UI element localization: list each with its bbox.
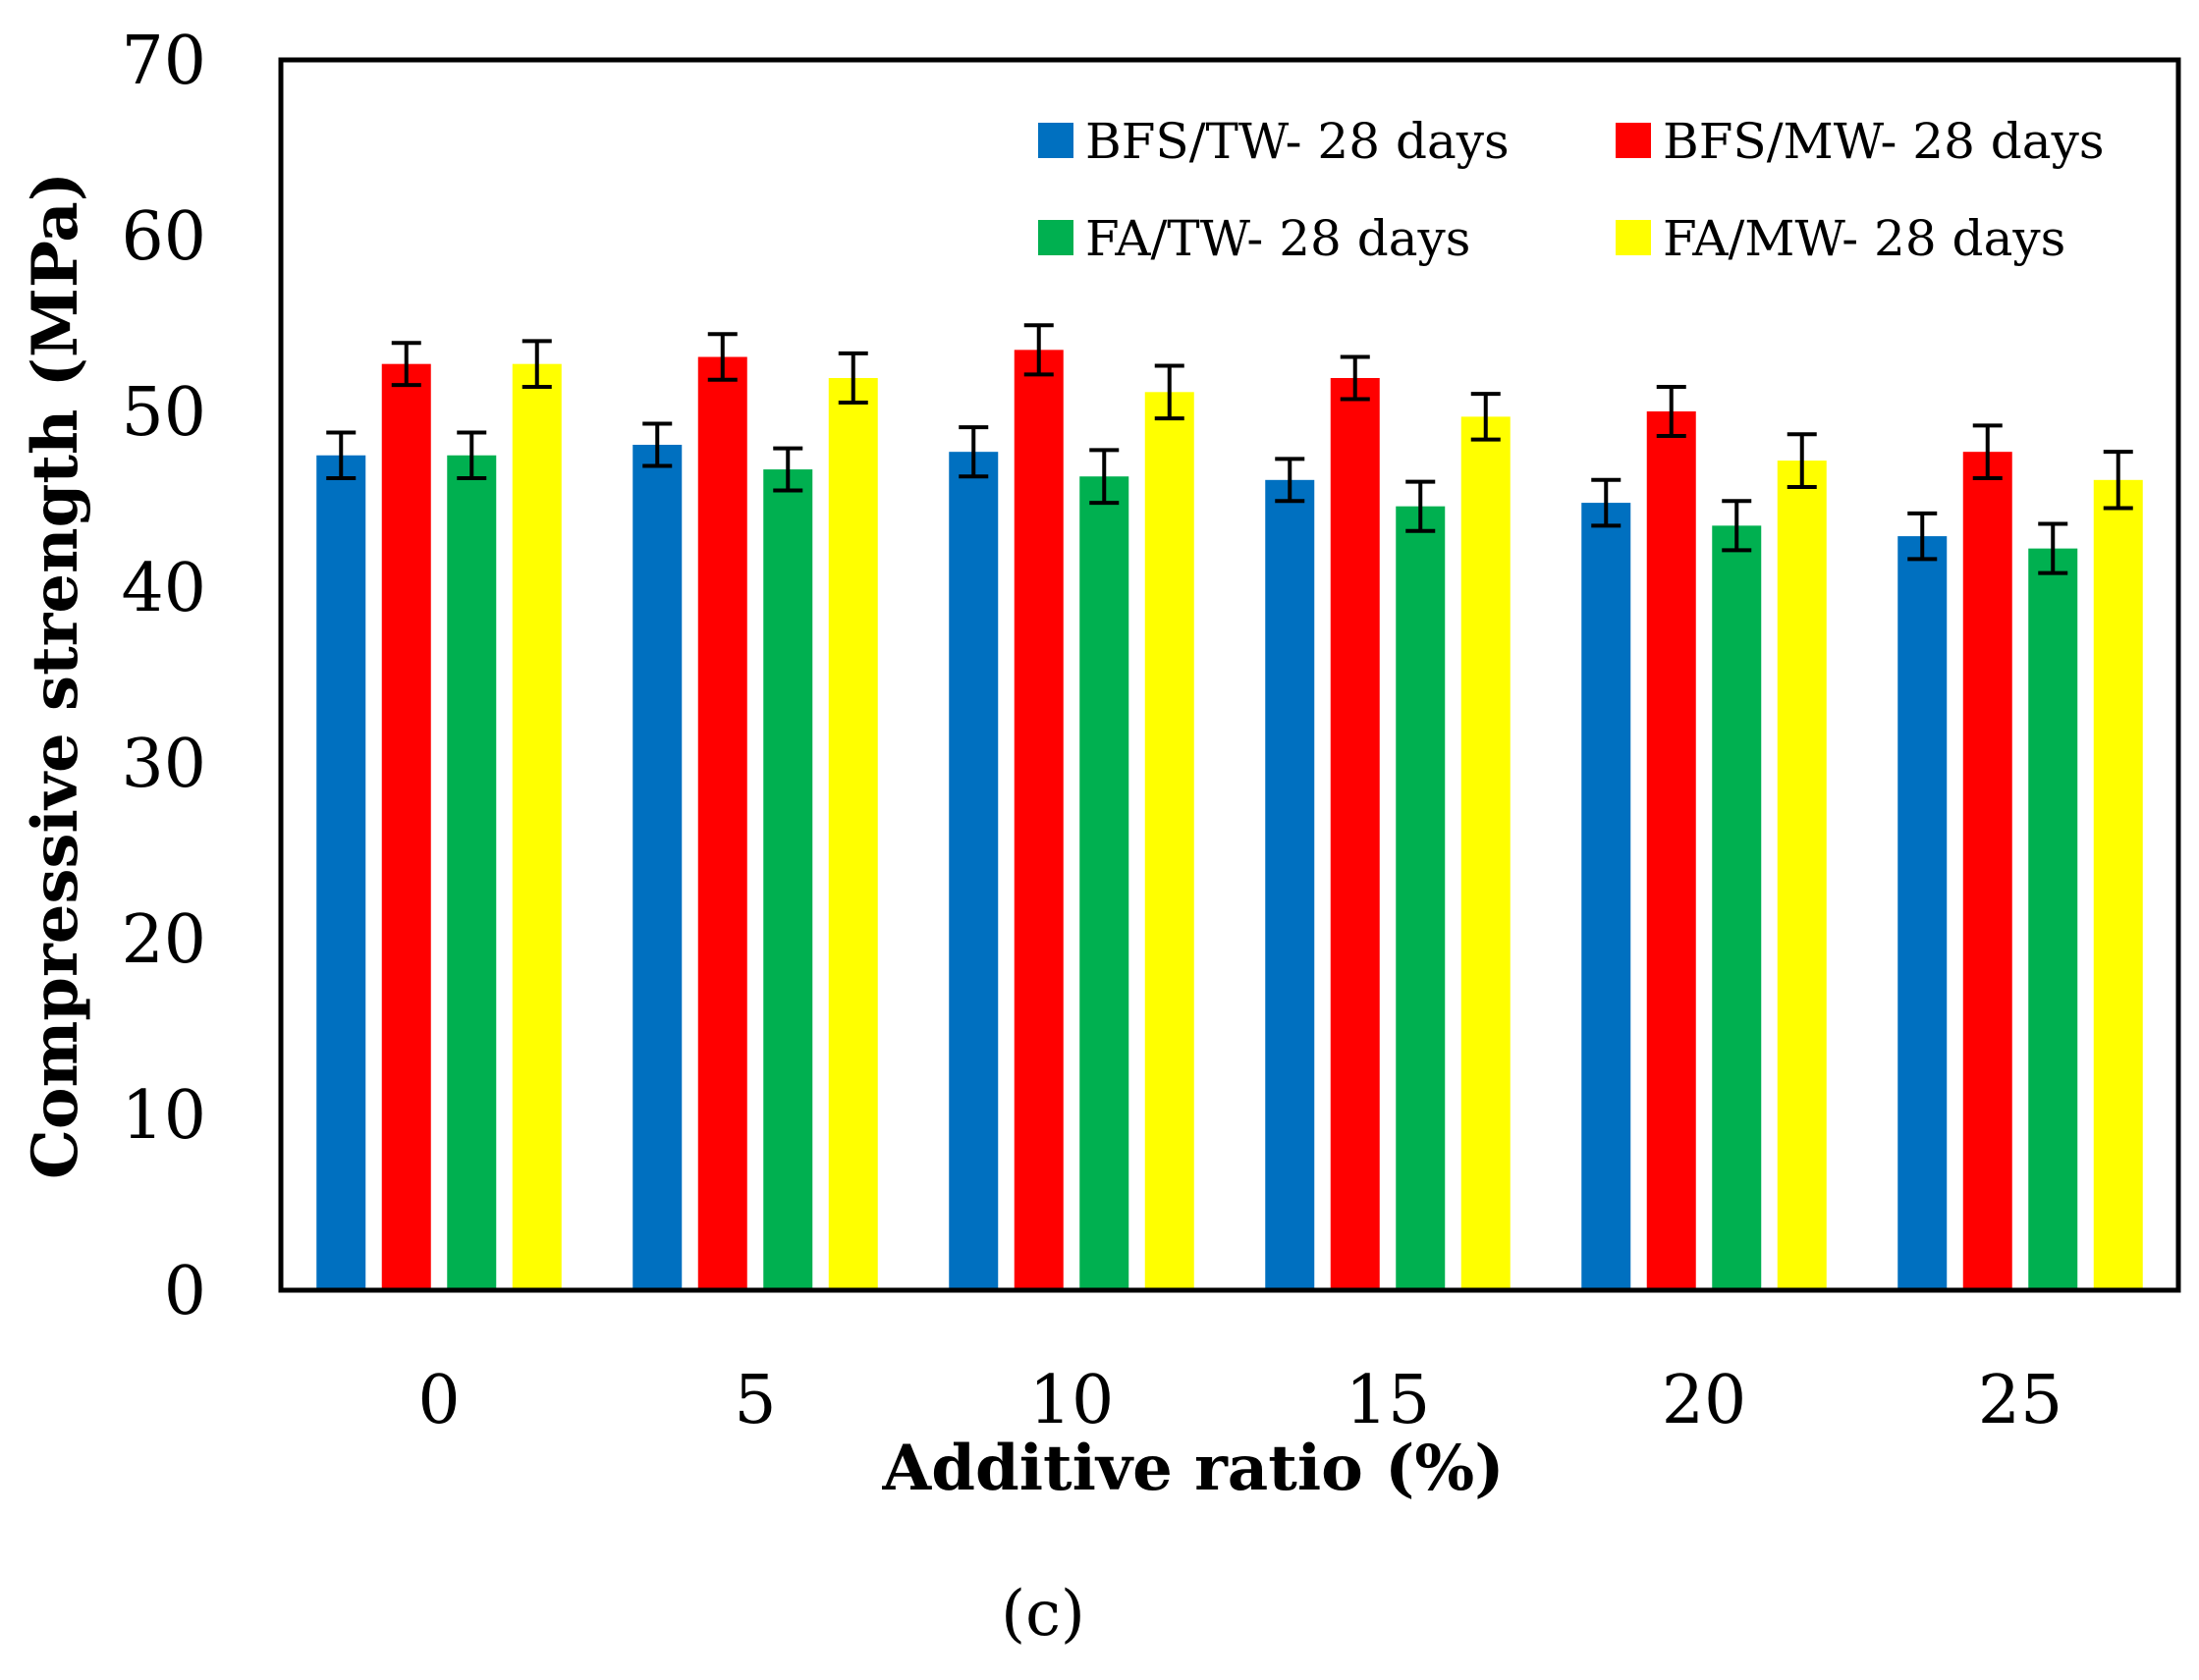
bar-fa-mw--20 — [1777, 461, 1827, 1290]
bar-fa-tw--5 — [763, 469, 813, 1290]
error-bar-fa-tw--5 — [773, 446, 803, 493]
error-bar-fa-tw--25 — [2038, 521, 2068, 575]
error-bar-bfs-mw--20 — [1656, 384, 1686, 439]
x-tick-label-15: 15 — [1346, 1362, 1431, 1439]
bar-fa-mw--10 — [1144, 392, 1194, 1290]
error-bar-bfs-tw--5 — [642, 421, 673, 468]
x-tick-label-5: 5 — [734, 1362, 776, 1439]
bar-fa-mw--5 — [828, 377, 878, 1290]
error-bar-fa-mw--10 — [1154, 363, 1184, 421]
x-tick-label-0: 0 — [417, 1362, 460, 1439]
bar-bfs-tw--0 — [316, 455, 366, 1290]
bar-fa-mw--0 — [512, 363, 562, 1290]
x-tick-label-25: 25 — [1978, 1362, 2063, 1439]
bar-fa-tw--25 — [2028, 548, 2078, 1290]
x-tick-labels: 0 5 10 15 20 25 — [417, 1362, 2062, 1439]
error-bars-layer — [326, 323, 2133, 575]
error-bar-bfs-tw--25 — [1907, 511, 1938, 562]
bar-fa-tw--10 — [1079, 476, 1129, 1291]
error-bar-bfs-mw--25 — [1972, 423, 2003, 481]
error-bar-bfs-mw--0 — [391, 341, 421, 388]
x-axis-title: Additive ratio (%) — [882, 1432, 1505, 1505]
bars-layer — [316, 350, 2143, 1291]
error-bar-fa-tw--0 — [457, 430, 487, 481]
y-tick-label-20: 20 — [121, 901, 206, 979]
bar-bfs-mw--0 — [381, 363, 431, 1290]
error-bar-fa-mw--20 — [1787, 432, 1817, 489]
legend-label-fa-tw-: FA/TW- 28 days — [1085, 210, 1470, 267]
error-bar-bfs-mw--10 — [1023, 323, 1054, 377]
panel-label: (c) — [1001, 1578, 1085, 1651]
x-tick-label-10: 10 — [1029, 1362, 1115, 1439]
y-tick-label-60: 60 — [121, 198, 206, 276]
bar-bfs-tw--15 — [1265, 479, 1315, 1290]
y-tick-label-70: 70 — [121, 23, 206, 100]
legend-swatch-fa-tw- — [1038, 220, 1073, 255]
bar-bfs-mw--25 — [1962, 452, 2012, 1290]
bar-fa-tw--20 — [1712, 525, 1762, 1290]
bar-fa-mw--25 — [2093, 479, 2143, 1290]
y-tick-label-50: 50 — [121, 374, 206, 452]
error-bar-bfs-mw--5 — [707, 332, 738, 382]
error-bar-fa-tw--15 — [1405, 479, 1436, 533]
bar-bfs-mw--10 — [1014, 350, 1064, 1291]
error-bar-bfs-tw--15 — [1275, 457, 1305, 504]
y-tick-label-30: 30 — [121, 726, 206, 803]
error-bar-bfs-tw--10 — [959, 425, 989, 479]
bar-bfs-tw--5 — [632, 445, 683, 1290]
bar-bfs-mw--5 — [697, 356, 747, 1290]
plot-area-frame — [278, 57, 2181, 1293]
error-bar-fa-mw--5 — [838, 351, 868, 406]
error-bar-fa-mw--15 — [1470, 392, 1501, 442]
error-bar-fa-tw--10 — [1089, 448, 1120, 506]
error-bar-fa-mw--25 — [2103, 450, 2133, 511]
error-bar-bfs-tw--0 — [326, 430, 357, 481]
error-bar-bfs-mw--15 — [1340, 354, 1370, 402]
legend: BFS/TW- 28 days BFS/MW- 28 days FA/TW- 28 … — [1038, 113, 2105, 267]
bar-bfs-tw--10 — [949, 452, 999, 1290]
y-tick-labels: 0 10 20 30 40 50 60 70 — [121, 23, 206, 1330]
bar-fa-tw--15 — [1396, 506, 1446, 1290]
y-tick-label-40: 40 — [121, 550, 206, 627]
legend-label-bfs-mw-: BFS/MW- 28 days — [1663, 113, 2105, 170]
y-axis-title: Compressive strength (MPa) — [19, 172, 92, 1179]
bar-fa-mw--15 — [1460, 416, 1511, 1290]
bar-bfs-tw--20 — [1581, 503, 1631, 1290]
bar-bfs-mw--15 — [1330, 377, 1380, 1290]
legend-swatch-fa-mw- — [1616, 220, 1651, 255]
error-bar-fa-tw--20 — [1722, 499, 1752, 553]
legend-label-bfs-tw-: BFS/TW- 28 days — [1085, 113, 1510, 170]
legend-swatch-bfs-mw- — [1616, 123, 1651, 158]
error-bar-bfs-tw--20 — [1591, 477, 1622, 528]
x-tick-label-20: 20 — [1662, 1362, 1747, 1439]
bar-bfs-tw--25 — [1897, 536, 1948, 1290]
y-tick-label-10: 10 — [121, 1077, 206, 1155]
legend-swatch-bfs-tw- — [1038, 123, 1073, 158]
bar-fa-tw--0 — [447, 455, 497, 1290]
error-bar-fa-mw--0 — [522, 339, 552, 389]
legend-label-fa-mw-: FA/MW- 28 days — [1663, 210, 2065, 267]
y-tick-label-0: 0 — [164, 1253, 206, 1330]
bar-bfs-mw--20 — [1646, 411, 1696, 1290]
